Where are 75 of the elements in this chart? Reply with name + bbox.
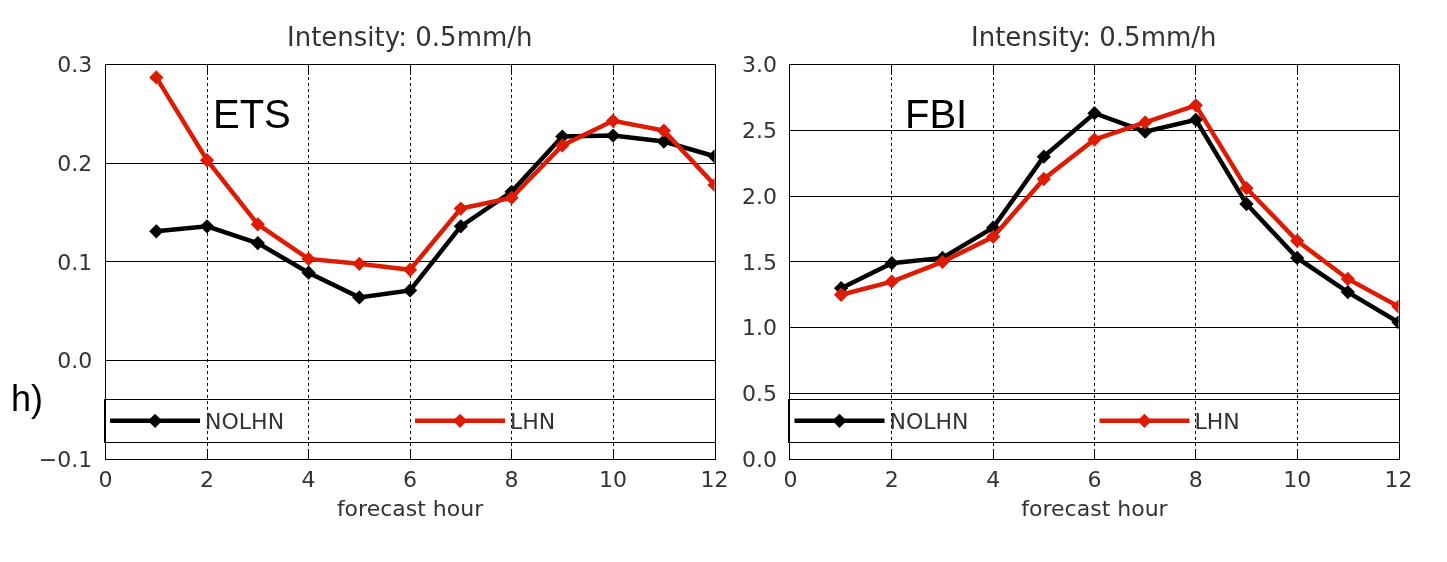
point [1340, 271, 1355, 287]
x-tick-label: 0 [783, 466, 798, 492]
point [985, 229, 1001, 245]
point [1239, 196, 1254, 212]
x-tick-label: 8 [504, 466, 519, 492]
point [301, 251, 316, 267]
x-axis-title: forecast hour [1021, 496, 1169, 522]
point [453, 219, 468, 234]
point [352, 290, 367, 305]
point [504, 190, 519, 205]
y-tick-label: 1.5 [742, 249, 778, 275]
x-tick-label: 12 [700, 466, 729, 492]
point [199, 153, 215, 168]
annotation: FBI [905, 92, 968, 136]
y-tick-label: 0.3 [57, 52, 93, 78]
point [1087, 106, 1102, 121]
point [656, 123, 671, 138]
chart-title: Intensity: 0.5mm/h [287, 22, 533, 52]
legend-label: LHN [1194, 409, 1240, 435]
point [884, 256, 899, 271]
x-tick-label: 4 [301, 466, 316, 492]
legend-label: NOLHN [889, 409, 969, 435]
y-tick-label: 0.0 [57, 348, 93, 374]
x-axis-title: forecast hour [336, 496, 485, 522]
legend-label: LHN [510, 409, 556, 435]
x-tick-label: 4 [986, 466, 1001, 492]
x-tick-label: 2 [200, 466, 215, 492]
point [250, 217, 265, 232]
point [149, 224, 164, 239]
y-tick-label: 3.0 [742, 52, 778, 78]
point [250, 235, 265, 251]
point [453, 201, 468, 216]
legend-label: NOLHN [205, 409, 285, 435]
y-tick-label: 1.0 [742, 315, 778, 341]
point [605, 128, 621, 143]
point [1036, 149, 1051, 164]
point [301, 265, 316, 280]
point [1138, 115, 1153, 130]
point [352, 256, 367, 271]
point [1290, 233, 1305, 248]
y-tick-label: 2.5 [742, 118, 778, 144]
point [402, 283, 418, 298]
point [199, 219, 215, 234]
x-tick-label: 6 [403, 466, 418, 492]
point [1340, 284, 1355, 300]
point [1188, 112, 1203, 127]
point [1087, 132, 1102, 147]
y-tick-label: 0.1 [57, 249, 93, 275]
point [1036, 171, 1051, 187]
x-tick-label: 0 [98, 466, 113, 492]
annotation: ETS [213, 92, 291, 136]
point [1188, 98, 1203, 113]
y-tick-label: −0.1 [38, 446, 93, 472]
y-tick-label: 2.0 [742, 183, 778, 209]
x-tick-label: 12 [1384, 466, 1413, 492]
x-tick-label: 6 [1087, 466, 1102, 492]
y-tick-label: 0.5 [742, 381, 778, 407]
point [149, 70, 164, 85]
point [1290, 250, 1305, 266]
point [656, 134, 671, 149]
point [935, 254, 950, 270]
y-tick-label: 0.0 [742, 446, 778, 472]
x-tick-label: 10 [1283, 466, 1312, 492]
chart-title: Intensity: 0.5mm/h [971, 22, 1217, 52]
text: h) [11, 378, 44, 419]
x-tick-label: 8 [1188, 466, 1203, 492]
point [555, 138, 570, 153]
x-tick-label: 10 [599, 466, 628, 492]
point [884, 274, 899, 289]
point [833, 287, 849, 302]
x-tick-label: 2 [884, 466, 899, 492]
y-tick-label: 0.2 [57, 150, 93, 176]
point [1239, 181, 1254, 196]
point [605, 113, 621, 128]
point [402, 262, 418, 277]
